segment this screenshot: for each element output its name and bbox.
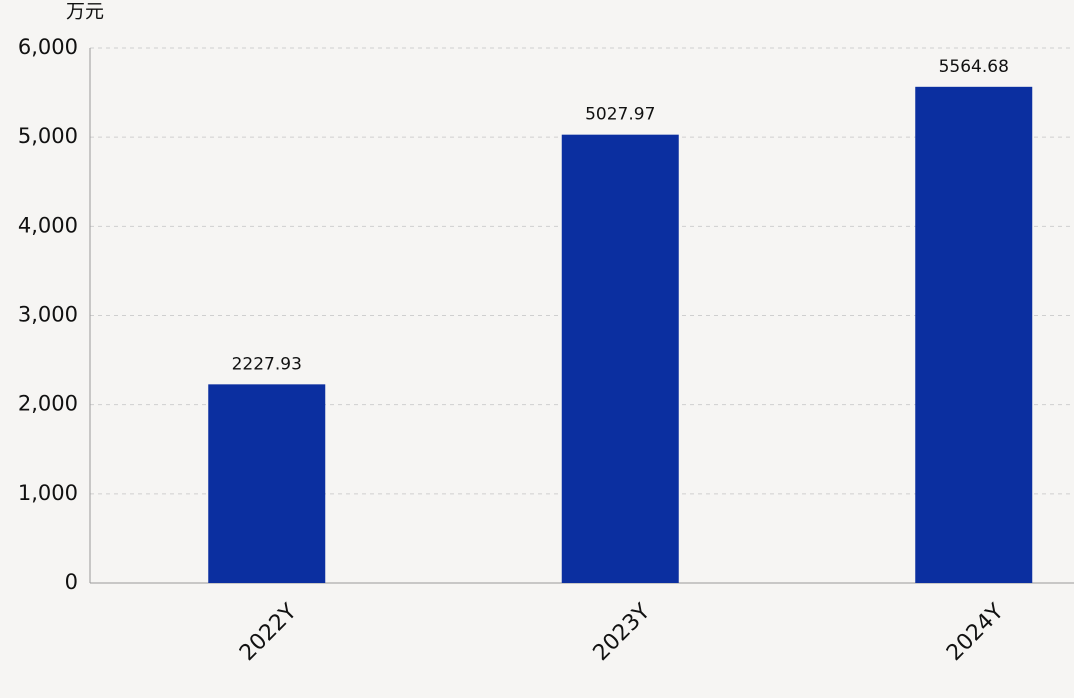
y-tick-label: 1,000 — [18, 481, 78, 505]
value-label: 2227.93 — [232, 354, 302, 374]
y-tick-label: 5,000 — [18, 124, 78, 148]
y-tick-label: 2,000 — [18, 392, 78, 416]
value-label: 5564.68 — [939, 57, 1009, 77]
y-tick-label: 4,000 — [18, 213, 78, 237]
x-tick-label: 2023Y — [589, 599, 656, 666]
bar — [915, 86, 1033, 583]
bar — [208, 384, 326, 583]
y-tick-label: 6,000 — [18, 35, 78, 59]
x-tick-label: 2022Y — [235, 599, 302, 666]
y-tick-label: 3,000 — [18, 303, 78, 327]
bar — [561, 134, 679, 583]
x-tick-label: 2024Y — [942, 599, 1009, 666]
y-tick-label: 0 — [65, 570, 78, 594]
y-unit-label: 万元 — [66, 1, 104, 23]
value-label: 5027.97 — [585, 105, 655, 125]
